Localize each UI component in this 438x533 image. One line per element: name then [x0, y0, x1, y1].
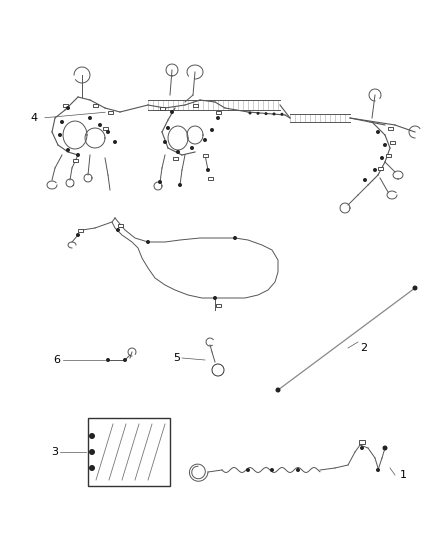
Circle shape: [233, 236, 237, 240]
Circle shape: [382, 446, 388, 450]
Text: 3: 3: [51, 447, 58, 457]
Circle shape: [98, 123, 102, 127]
Bar: [102, 126, 107, 130]
Circle shape: [190, 146, 194, 150]
Bar: [389, 141, 395, 143]
Circle shape: [146, 240, 150, 244]
Circle shape: [170, 110, 174, 114]
Circle shape: [216, 116, 220, 120]
Bar: [173, 157, 177, 159]
Circle shape: [89, 433, 95, 439]
Text: 5: 5: [173, 353, 180, 363]
Bar: [78, 229, 82, 231]
Circle shape: [212, 364, 224, 376]
Bar: [117, 223, 123, 227]
Bar: [202, 154, 208, 157]
Circle shape: [272, 112, 276, 116]
Bar: [388, 126, 392, 130]
Circle shape: [66, 148, 70, 152]
Bar: [159, 107, 165, 109]
Circle shape: [280, 113, 283, 116]
Text: 1: 1: [400, 470, 407, 480]
Circle shape: [166, 126, 170, 130]
Circle shape: [76, 233, 80, 237]
Circle shape: [206, 168, 210, 172]
Bar: [378, 166, 382, 169]
Circle shape: [106, 358, 110, 362]
Circle shape: [383, 143, 387, 147]
Circle shape: [58, 133, 62, 137]
Circle shape: [376, 468, 380, 472]
Text: 6: 6: [53, 355, 60, 365]
Circle shape: [176, 150, 180, 154]
Bar: [208, 176, 212, 180]
Bar: [92, 103, 98, 107]
Circle shape: [373, 168, 377, 172]
Circle shape: [270, 468, 274, 472]
Bar: [192, 103, 198, 107]
Bar: [73, 158, 78, 161]
Circle shape: [360, 446, 364, 450]
Circle shape: [123, 358, 127, 362]
Circle shape: [66, 106, 70, 110]
Circle shape: [60, 120, 64, 124]
Circle shape: [203, 138, 207, 142]
Circle shape: [376, 130, 380, 134]
Circle shape: [89, 465, 95, 471]
Circle shape: [276, 387, 280, 392]
Bar: [385, 154, 391, 157]
Circle shape: [163, 140, 167, 144]
Bar: [215, 110, 220, 114]
Bar: [107, 110, 113, 114]
Text: 4: 4: [31, 113, 38, 123]
Circle shape: [413, 286, 417, 290]
Circle shape: [88, 116, 92, 120]
Circle shape: [380, 156, 384, 160]
Circle shape: [210, 128, 214, 132]
Bar: [359, 440, 365, 444]
Circle shape: [158, 180, 162, 184]
Bar: [63, 103, 67, 107]
Text: 2: 2: [360, 343, 367, 353]
Bar: [88, 418, 170, 486]
Circle shape: [246, 468, 250, 472]
Circle shape: [113, 140, 117, 144]
Circle shape: [363, 178, 367, 182]
Circle shape: [213, 296, 217, 300]
Circle shape: [296, 468, 300, 472]
Circle shape: [116, 228, 120, 232]
Circle shape: [178, 183, 182, 187]
Bar: [215, 303, 220, 306]
Circle shape: [89, 449, 95, 455]
Circle shape: [265, 112, 268, 115]
Circle shape: [106, 130, 110, 134]
Circle shape: [76, 153, 80, 157]
Circle shape: [248, 111, 251, 115]
Circle shape: [257, 112, 259, 115]
